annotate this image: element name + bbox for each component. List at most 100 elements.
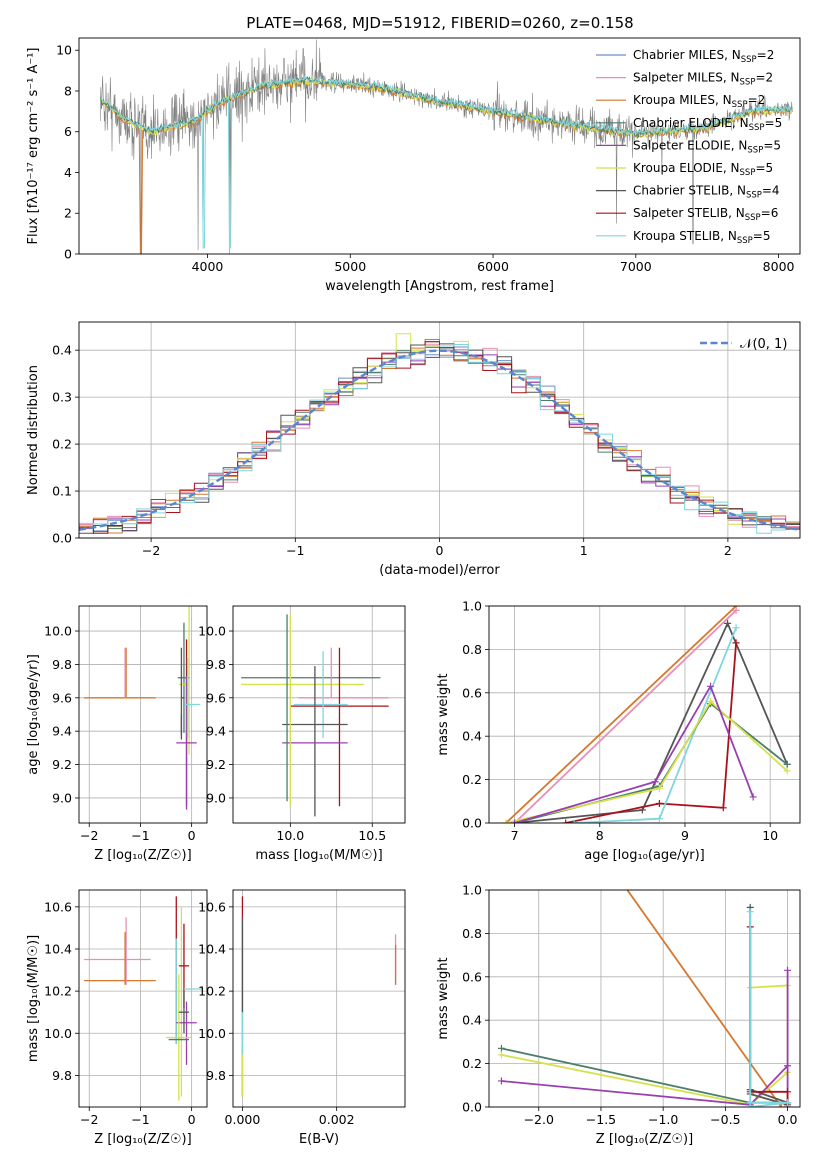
- x-tick-label: 2: [724, 543, 732, 558]
- y-tick-label: 0.8: [462, 926, 482, 941]
- y-axis-label: Normed distribution: [26, 365, 41, 495]
- weight-line: [513, 609, 737, 823]
- x-tick-label: 10: [762, 828, 778, 843]
- y-tick-label: 9.0: [206, 790, 226, 805]
- y-axis-label: mass weight: [436, 957, 451, 1039]
- y-tick-label: 10.6: [198, 899, 226, 914]
- y-tick-label: 10.0: [44, 1026, 72, 1041]
- figure-title: PLATE=0468, MJD=51912, FIBERID=0260, z=0…: [246, 14, 633, 32]
- y-tick-label: 10.4: [44, 941, 72, 956]
- axes-age_vs_Z: −2 −1 0 9.0 9.2 9.4 9.6 9.8 10.0 Z [log₁₀(Z/Z☉)] a…: [26, 605, 208, 863]
- y-tick-label: 9.6: [206, 690, 226, 705]
- weight-marker: [707, 682, 715, 690]
- x-axis-label: Z [log₁₀(Z/Z☉)]: [94, 848, 191, 863]
- x-tick-label: 0: [188, 1112, 196, 1127]
- y-axis-label: mass [log₁₀(M/M☉)]: [26, 935, 41, 1062]
- legend-entry: Chabrier MILES, NSSP=2: [633, 48, 774, 65]
- y-tick-label: 10.0: [198, 1026, 226, 1041]
- normal-curve: [79, 349, 800, 531]
- x-tick-label: 9: [681, 828, 689, 843]
- y-tick-label: 0.3: [52, 390, 72, 405]
- x-axis-label: age [log₁₀(age/yr)]: [584, 848, 705, 863]
- weight-marker: [616, 876, 623, 883]
- legend-entry: Kroupa STELIB, NSSP=5: [633, 229, 771, 246]
- weight-line: [749, 907, 789, 1106]
- axes-frame: [78, 321, 801, 539]
- plot-area-residuals: [79, 333, 800, 534]
- weight-marker: [732, 624, 740, 632]
- x-axis-label: (data-model)/error: [379, 563, 500, 578]
- x-tick-label: 0.0: [778, 1112, 798, 1127]
- y-tick-label: 0.1: [52, 484, 72, 499]
- axes-frame: [488, 605, 801, 824]
- x-tick-label: 6000: [477, 259, 509, 274]
- weight-marker: [502, 819, 510, 823]
- y-tick-label: 0.2: [52, 437, 72, 452]
- y-tick-label: 9.2: [206, 757, 226, 772]
- x-axis-label: Z [log₁₀(Z/Z☉)]: [596, 1132, 693, 1147]
- weight-marker: [783, 760, 791, 768]
- weight-marker: [724, 619, 732, 627]
- y-tick-label: 0.4: [52, 343, 72, 358]
- y-tick-label: 9.0: [52, 790, 72, 805]
- weight-line: [514, 684, 754, 823]
- legend-entry: Chabrier ELODIE, NSSP=5: [633, 116, 782, 133]
- x-tick-label: 8000: [763, 259, 795, 274]
- axes-frame: [78, 889, 208, 1108]
- weight-marker: [777, 1103, 785, 1107]
- histogram-step: [79, 341, 800, 534]
- y-tick-label: 2: [64, 206, 72, 221]
- y-tick-label: 9.2: [52, 757, 72, 772]
- legend-entry: Kroupa ELODIE, NSSP=5: [633, 161, 773, 178]
- weight-marker: [707, 697, 715, 705]
- weight-line: [749, 911, 788, 1107]
- legend-entry: Kroupa MILES, NSSP=2: [633, 93, 765, 110]
- y-tick-label: 9.8: [52, 1068, 72, 1083]
- y-tick-label: 10.2: [198, 984, 226, 999]
- x-tick-label: 8: [596, 828, 604, 843]
- plot-area-mass_vs_Z: [84, 896, 202, 1101]
- y-tick-label: 1.0: [462, 883, 482, 898]
- y-tick-label: 10.6: [44, 899, 72, 914]
- y-tick-label: 0.6: [462, 685, 482, 700]
- weight-marker: [784, 1088, 792, 1096]
- y-tick-label: 0.4: [462, 729, 482, 744]
- y-axis-label: age [log₁₀(age/yr)]: [26, 654, 41, 775]
- weight-marker: [749, 793, 757, 801]
- x-tick-label: 0: [436, 543, 444, 558]
- y-axis-label: mass weight: [436, 673, 451, 755]
- weight-line: [565, 642, 737, 823]
- y-tick-label: 10.0: [44, 624, 72, 639]
- weight-line: [505, 606, 737, 823]
- y-tick-label: 0: [64, 247, 72, 262]
- weight-line: [501, 970, 789, 1107]
- x-tick-label: −1: [131, 828, 149, 843]
- y-tick-label: 9.8: [206, 657, 226, 672]
- weight-marker: [497, 1051, 505, 1059]
- y-tick-label: 0.0: [462, 1100, 482, 1115]
- plot-area-weight_vs_age: [502, 606, 791, 823]
- weight-line: [505, 700, 788, 823]
- x-axis-label: Z [log₁₀(Z/Z☉)]: [94, 1132, 191, 1147]
- weight-marker: [497, 1077, 505, 1085]
- y-tick-label: 9.6: [52, 690, 72, 705]
- axes-age_vs_mass: 10.0 10.5 9.0 9.2 9.4 9.6 9.8 10.0 mass [log₁₀(M…: [198, 605, 406, 863]
- x-tick-label: 5000: [334, 259, 366, 274]
- x-tick-label: 10.5: [358, 828, 386, 843]
- x-tick-label: 0: [188, 828, 196, 843]
- x-axis-label: E(B-V): [299, 1132, 339, 1147]
- x-axis-label: mass [log₁₀(M/M☉)]: [255, 848, 382, 863]
- weight-marker: [746, 1099, 754, 1107]
- weight-line: [626, 890, 783, 1107]
- weight-marker: [783, 767, 791, 775]
- y-tick-label: 6: [64, 124, 72, 139]
- axes-frame: [488, 889, 801, 1108]
- x-tick-label: −2: [80, 1112, 98, 1127]
- y-tick-label: 9.8: [206, 1068, 226, 1083]
- x-tick-label: 0.002: [319, 1112, 355, 1127]
- weight-marker: [655, 815, 663, 823]
- axes-frame: [232, 605, 406, 824]
- legend-entry: 𝒩(0, 1): [740, 337, 787, 352]
